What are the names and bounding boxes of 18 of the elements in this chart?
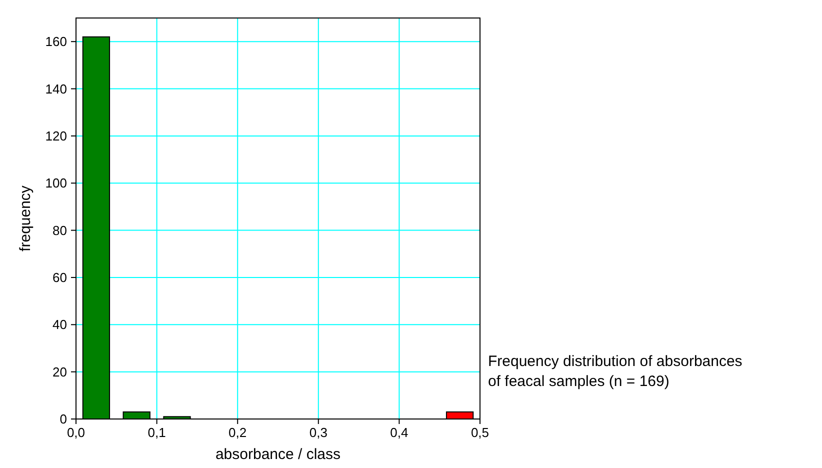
x-tick-label: 0,5 [470,425,490,440]
x-tick-label: 0,2 [228,425,247,440]
x-tick-label: 0,3 [309,425,328,440]
y-tick-label: 160 [45,34,67,50]
x-tick-label: 0,4 [390,425,408,440]
y-tick-label: 120 [45,128,67,144]
x-tick-label: 0,1 [148,425,166,440]
x-tick-label: 0,0 [66,425,86,440]
y-tick-label: 20 [52,364,67,380]
text: Frequency distribution of absorbances of feacal samples (n = 169) [488,353,742,390]
y-tick-label: 140 [45,81,67,96]
y-tick-label: 0 [60,412,67,427]
x-axis-title: absorbance / class [215,446,341,463]
y-tick-label: 100 [45,176,67,191]
y-tick-label: 80 [52,222,67,238]
y-tick-label: 60 [52,270,67,286]
y-tick-label: 40 [52,317,67,332]
y-axis-title: frequency [17,185,34,252]
